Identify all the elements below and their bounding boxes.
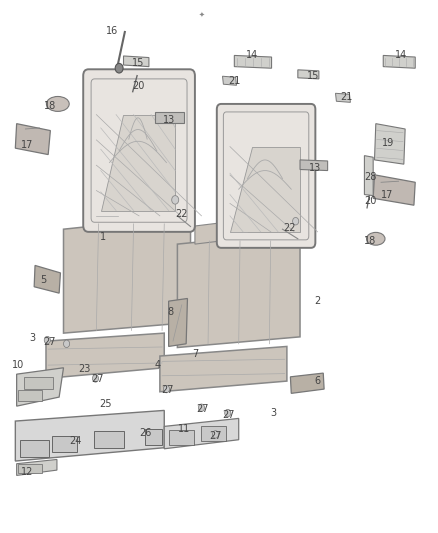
- Text: 18: 18: [364, 236, 376, 246]
- Text: 7: 7: [192, 350, 198, 359]
- Text: 24: 24: [69, 437, 81, 446]
- FancyBboxPatch shape: [83, 69, 195, 232]
- Text: 5: 5: [41, 275, 47, 285]
- Polygon shape: [177, 232, 300, 348]
- Text: 27: 27: [196, 405, 208, 414]
- Polygon shape: [34, 265, 60, 293]
- Polygon shape: [243, 220, 274, 241]
- Polygon shape: [373, 175, 415, 205]
- Bar: [18, 464, 42, 473]
- Text: 27: 27: [91, 375, 103, 384]
- Ellipse shape: [46, 96, 69, 111]
- Polygon shape: [374, 124, 405, 164]
- Text: 15: 15: [132, 58, 144, 68]
- Text: 15: 15: [307, 71, 319, 80]
- Circle shape: [64, 340, 70, 348]
- Polygon shape: [300, 160, 328, 171]
- Bar: [52, 436, 77, 452]
- Bar: [201, 426, 226, 441]
- Text: 14: 14: [395, 50, 407, 60]
- Polygon shape: [364, 156, 373, 196]
- Text: 3: 3: [271, 408, 277, 418]
- Text: 2: 2: [314, 296, 321, 306]
- Text: 10: 10: [12, 360, 25, 370]
- FancyBboxPatch shape: [217, 104, 315, 248]
- Bar: [24, 377, 53, 389]
- Polygon shape: [336, 93, 350, 102]
- Polygon shape: [64, 216, 191, 333]
- Polygon shape: [160, 346, 287, 392]
- Text: 16: 16: [106, 26, 118, 36]
- Polygon shape: [85, 205, 112, 229]
- Polygon shape: [223, 76, 237, 85]
- Text: 4: 4: [155, 360, 161, 370]
- Text: 21: 21: [228, 76, 240, 86]
- Text: 17: 17: [381, 190, 394, 199]
- Text: 3: 3: [30, 334, 36, 343]
- Text: 26: 26: [139, 428, 152, 438]
- Text: 1: 1: [100, 232, 106, 242]
- Circle shape: [225, 409, 231, 417]
- Text: 28: 28: [364, 172, 376, 182]
- Text: 20: 20: [364, 197, 376, 206]
- Text: 12: 12: [21, 467, 33, 477]
- Text: 20: 20: [132, 82, 144, 91]
- Bar: [20, 440, 49, 457]
- Polygon shape: [134, 204, 169, 227]
- Polygon shape: [15, 410, 164, 461]
- Polygon shape: [298, 70, 319, 79]
- Polygon shape: [230, 147, 300, 232]
- Text: 6: 6: [314, 376, 321, 386]
- Circle shape: [163, 385, 170, 393]
- Polygon shape: [155, 112, 184, 123]
- Bar: [18, 390, 42, 401]
- Circle shape: [172, 196, 179, 204]
- Text: 21: 21: [341, 92, 353, 102]
- Text: 13: 13: [309, 163, 321, 173]
- Polygon shape: [290, 373, 324, 393]
- Polygon shape: [164, 418, 239, 449]
- Text: 18: 18: [44, 101, 57, 110]
- Text: 27: 27: [161, 385, 173, 395]
- Circle shape: [212, 431, 219, 438]
- Circle shape: [198, 404, 205, 411]
- Bar: [169, 430, 194, 445]
- Text: 17: 17: [21, 140, 33, 150]
- Text: 11: 11: [178, 424, 190, 434]
- Text: 19: 19: [381, 138, 394, 148]
- Text: 8: 8: [168, 307, 174, 317]
- Polygon shape: [234, 55, 272, 68]
- Polygon shape: [17, 368, 64, 406]
- Text: 13: 13: [162, 115, 175, 125]
- Ellipse shape: [367, 232, 385, 245]
- Text: ✦: ✦: [198, 12, 205, 18]
- Polygon shape: [124, 56, 149, 67]
- Polygon shape: [46, 333, 164, 378]
- Polygon shape: [195, 223, 221, 244]
- Text: 27: 27: [209, 431, 222, 441]
- Text: 23: 23: [78, 364, 90, 374]
- Bar: [94, 431, 124, 448]
- Text: 14: 14: [246, 50, 258, 60]
- Polygon shape: [169, 298, 187, 346]
- Circle shape: [293, 217, 299, 225]
- Circle shape: [115, 63, 123, 73]
- Polygon shape: [15, 124, 50, 155]
- Text: 25: 25: [100, 399, 112, 409]
- Polygon shape: [17, 459, 57, 475]
- Text: 27: 27: [43, 337, 55, 347]
- Circle shape: [44, 336, 50, 344]
- Polygon shape: [101, 115, 175, 211]
- Text: 27: 27: [223, 410, 235, 419]
- Text: 22: 22: [284, 223, 296, 233]
- Bar: [145, 429, 162, 445]
- Polygon shape: [383, 55, 415, 68]
- Text: 22: 22: [176, 209, 188, 219]
- Circle shape: [92, 375, 99, 382]
